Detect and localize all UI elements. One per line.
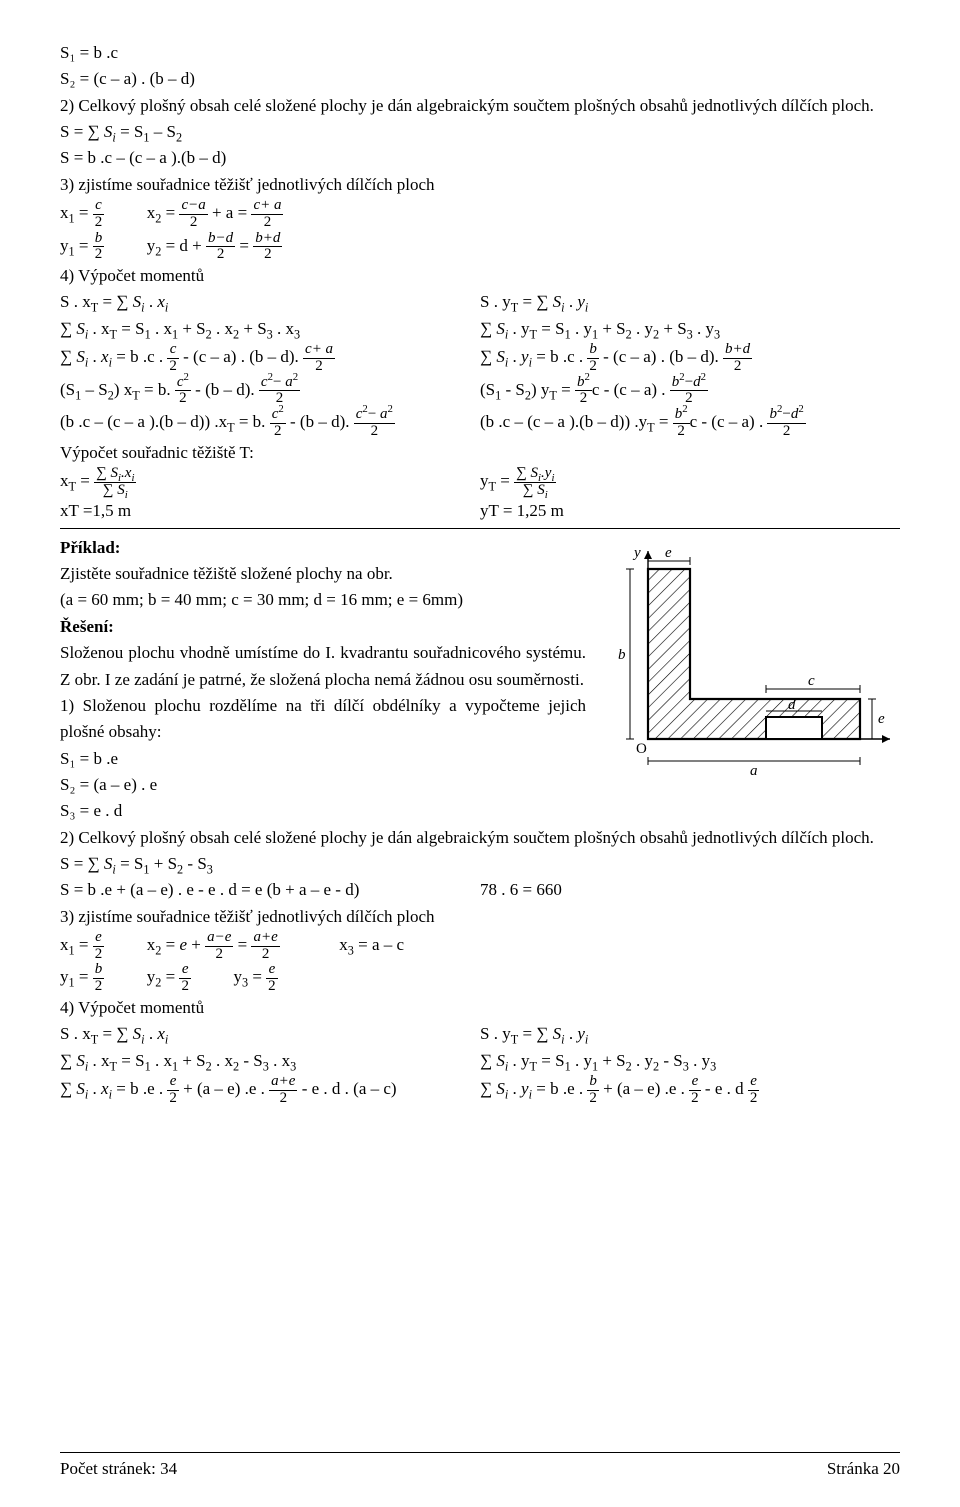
eq-y-row: y1 = b2 y2 = d + b−d2 = b+d2 xyxy=(60,231,900,264)
figure-label-o: O xyxy=(636,741,647,757)
syi-right: ∑ Si . yT = S1 . y1 + S2 . y2 + S3 . y3 xyxy=(480,316,900,342)
ex-x-row: x1 = e2 x2 = e + a−e2 = a+e2 x3 = a – c xyxy=(60,930,900,963)
l-shape-figure: e y b c d e O a xyxy=(600,539,900,779)
ex-sy-right: S . yT = ∑ Si . yi xyxy=(480,1021,900,1047)
ex-sxi-left: ∑ Si . xT = S1 . x1 + S2 . x2 - S3 . x3 xyxy=(60,1048,480,1074)
prod-left: (b .c – (c – a ).(b – d)) .xT = b. c22 -… xyxy=(60,407,480,440)
figure-label-d: d xyxy=(788,697,796,713)
ex-s-expr-r: 78 . 6 = 660 xyxy=(480,877,900,903)
step2-text: 2) Celkový plošný obsah celé složené plo… xyxy=(60,93,900,119)
ex-syi-right: ∑ Si . yT = S1 . y1 + S2 . y2 - S3 . y3 xyxy=(480,1048,900,1074)
figure-label-y: y xyxy=(632,545,641,561)
eq-x-row: x1 = c2 x2 = c−a2 + a = c+ a2 xyxy=(60,198,900,231)
ex-step4: 4) Výpočet momentů xyxy=(60,995,900,1021)
prod-right: (b .c – (c – a ).(b – d)) .yT = b22c - (… xyxy=(480,407,900,440)
ex-sxii-left: ∑ Si . xi = b .e . e2 + (a – e) .e . a+e… xyxy=(60,1074,480,1107)
footer-left: Počet stránek: 34 xyxy=(60,1459,177,1479)
diff-left: (S1 – S2) xT = b. c22 - (b – d). c2− a22 xyxy=(60,375,480,408)
ex-step2: 2) Celkový plošný obsah celé složené plo… xyxy=(60,825,900,851)
ex-step3: 3) zjistíme souřadnice těžišť jednotlivý… xyxy=(60,904,900,930)
figure-label-c: c xyxy=(808,673,815,689)
syii-right: ∑ Si . yi = b .c . b2 - (c – a) . (b – d… xyxy=(480,342,900,375)
step3-text: 3) zjistíme souřadnice těžišť jednotlivý… xyxy=(60,172,900,198)
sx-left: S . xT = ∑ Si . xi xyxy=(60,289,480,315)
ex-s-sum: S = ∑ Si = S1 + S2 - S3 xyxy=(60,851,900,877)
diff-right: (S1 - S2) yT = b22c - (c – a) . b2−d22 xyxy=(480,375,900,408)
ex-y-row: y1 = b2 y2 = e2 y3 = e2 xyxy=(60,962,900,995)
step4-text: 4) Výpočet momentů xyxy=(60,263,900,289)
figure-label-e: e xyxy=(665,545,672,561)
xtval-left: xT =1,5 m xyxy=(60,498,480,524)
figure-label-e2: e xyxy=(878,711,885,727)
ex-s3: S₃ = e . d xyxy=(60,798,900,824)
ex-s-expr-l: S = b .e + (a – e) . e - e . d = e (b + … xyxy=(60,877,480,903)
figure-label-a: a xyxy=(750,763,758,779)
xt-left: xT = ∑ Si.xi∑ Si xyxy=(60,466,480,499)
eq-s-sum: S = ∑ Si = S1 – S2 xyxy=(60,119,900,145)
calc-title: Výpočet souřadnic těžiště T: xyxy=(60,440,900,466)
eq-s1: S₁ = b .c xyxy=(60,40,900,66)
ex-sx-left: S . xT = ∑ Si . xi xyxy=(60,1021,480,1047)
figure-label-b: b xyxy=(618,647,626,663)
footer-right: Stránka 20 xyxy=(827,1459,900,1479)
sy-right: S . yT = ∑ Si . yi xyxy=(480,289,900,315)
ytval-right: yT = 1,25 m xyxy=(480,498,900,524)
eq-s2: S₂ = (c – a) . (b – d) xyxy=(60,66,900,92)
ex-syii-right: ∑ Si . yi = b .e . b2 + (a – e) .e . e2 … xyxy=(480,1074,900,1107)
sxi-left: ∑ Si . xT = S1 . x1 + S2 . x2 + S3 . x3 xyxy=(60,316,480,342)
eq-s-expr: S = b .c – (c – a ).(b – d) xyxy=(60,145,900,171)
yt-right: yT = ∑ Si.yi∑ Si xyxy=(480,466,900,499)
